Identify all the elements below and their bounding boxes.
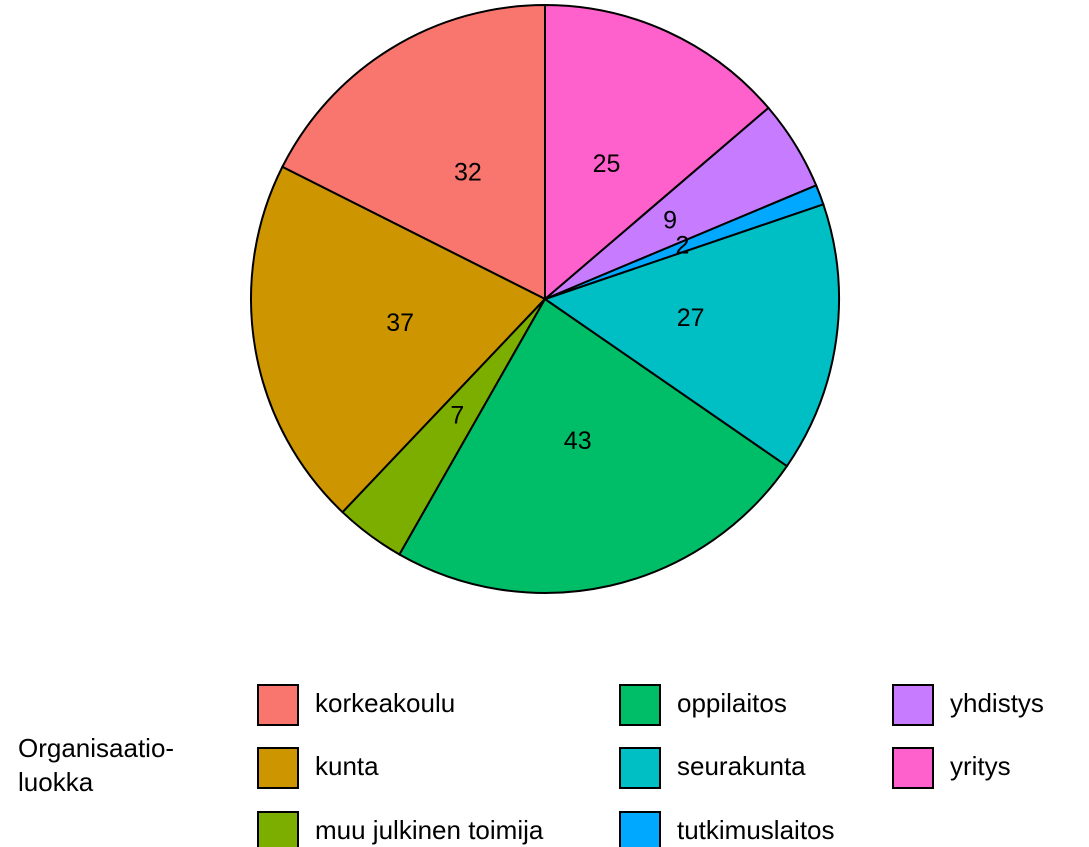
- slice-label: 7: [450, 402, 464, 430]
- legend-key: [257, 747, 299, 789]
- legend-key: [619, 684, 661, 726]
- pie-slice: [398, 297, 789, 594]
- legend-label: kunta: [315, 751, 379, 781]
- slice-label: 32: [454, 158, 482, 186]
- pie-slice: [281, 3, 546, 301]
- legend-label: seurakunta: [677, 751, 806, 781]
- legend-label: muu julkinen toimija: [315, 815, 544, 845]
- legend-label: korkeakoulu: [315, 688, 455, 718]
- legend-key: [257, 684, 299, 726]
- pie-slice: [250, 165, 547, 514]
- slice-label: 9: [663, 206, 677, 234]
- legend-key: [257, 811, 299, 847]
- legend-label: yritys: [950, 751, 1011, 781]
- legend-label: tutkimuslaitos: [677, 815, 835, 845]
- legend-key: [892, 684, 934, 726]
- legend-label: oppilaitos: [677, 688, 787, 718]
- slice-label: 27: [677, 304, 705, 332]
- legend-title: Organisaatio-luokka: [18, 733, 174, 797]
- legend-key: [619, 811, 661, 847]
- legend-key: [892, 747, 934, 789]
- legend-label: yhdistys: [950, 688, 1044, 718]
- slice-label: 37: [386, 309, 414, 337]
- pie-slice: [544, 3, 770, 302]
- pie-slice: [542, 203, 840, 468]
- slice-label: 2: [675, 231, 689, 259]
- slice-label: 25: [593, 150, 621, 178]
- legend-key: [619, 747, 661, 789]
- slice-label: 43: [564, 427, 592, 455]
